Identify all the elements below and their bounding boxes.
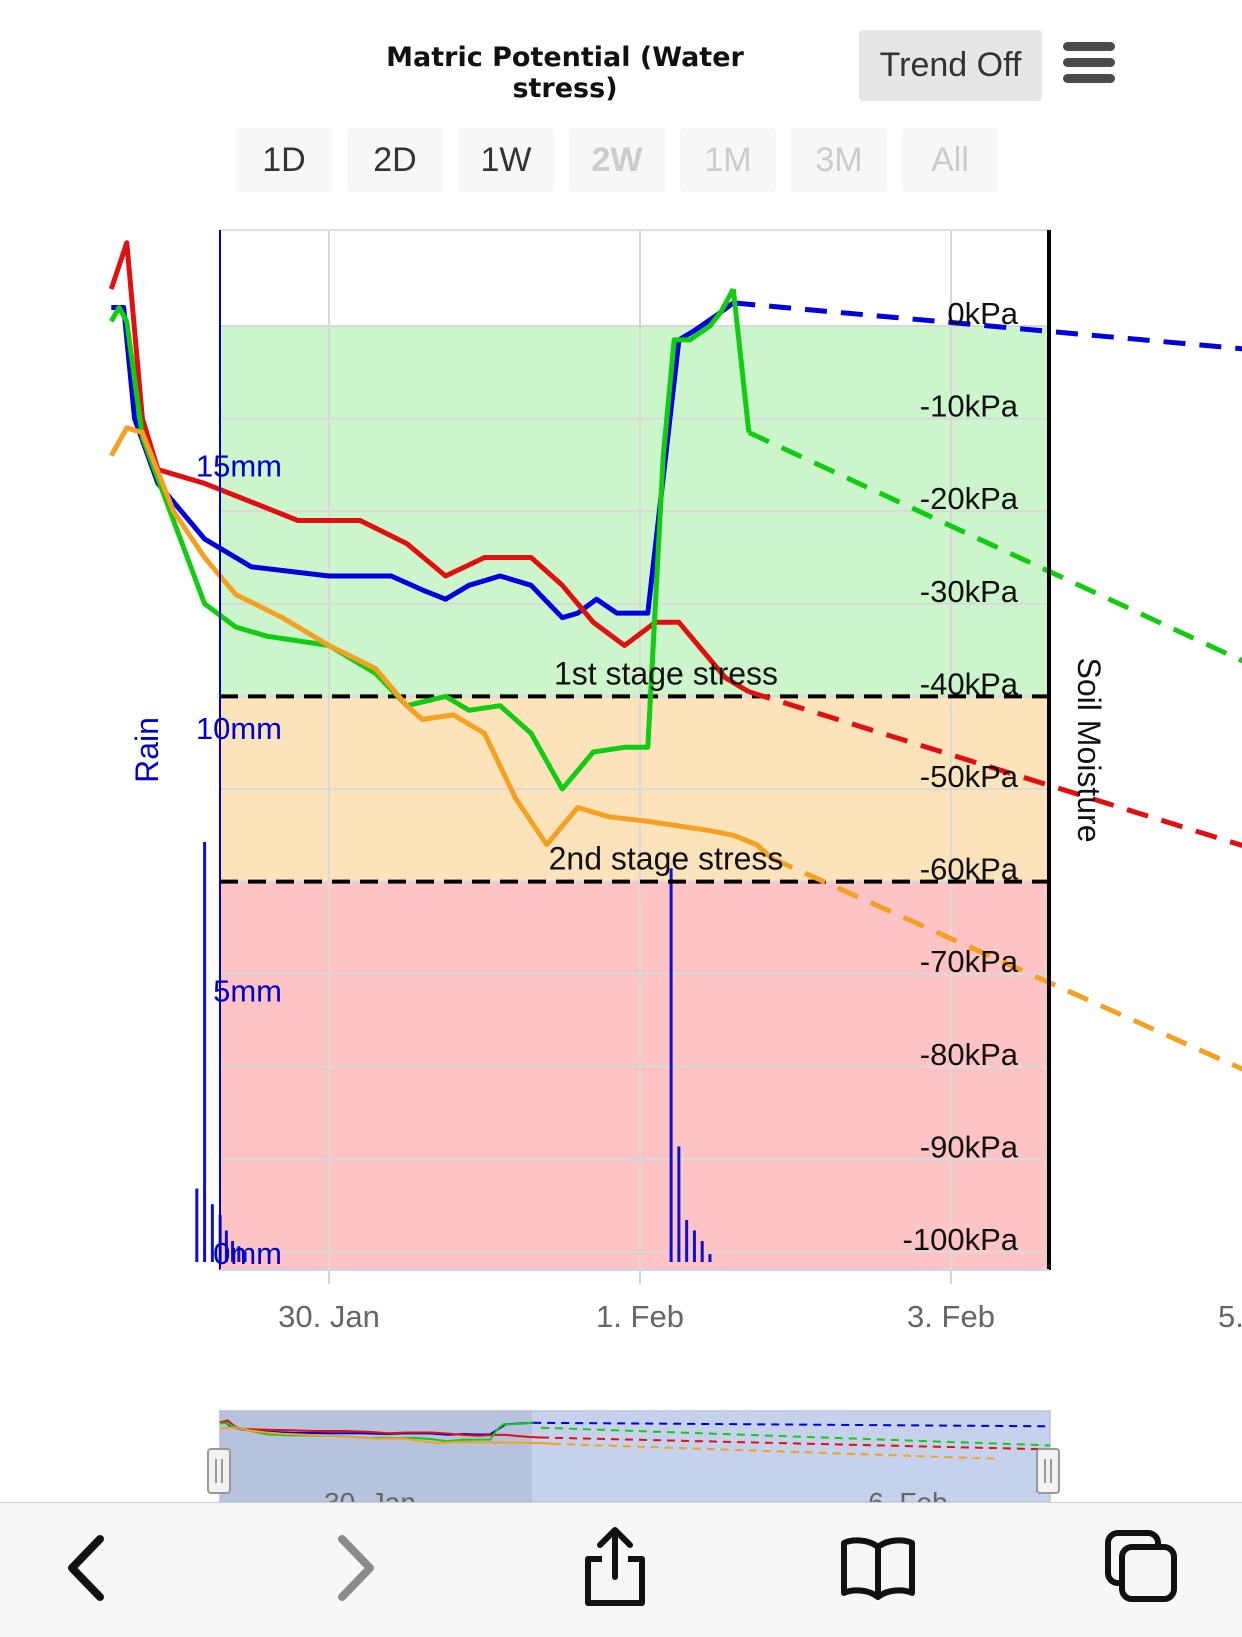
- rain-tick-label: 10mm: [196, 711, 282, 746]
- tabs-icon[interactable]: [1102, 1527, 1182, 1607]
- soil-moisture-tick-label: -80kPa: [920, 1037, 1019, 1072]
- rain-tick-label: 15mm: [196, 449, 282, 484]
- soil-moisture-tick-label: -100kPa: [903, 1222, 1019, 1257]
- navigator-label: 6. Feb: [868, 1487, 947, 1502]
- trend-line-green: [747, 430, 1242, 664]
- second-stage-stress-label: 2nd stage stress: [549, 841, 784, 877]
- soil-moisture-axis-title: Soil Moisture: [1071, 658, 1107, 843]
- range-button-1d[interactable]: 1D: [236, 128, 332, 192]
- navigator-shaded-region: [220, 1411, 532, 1502]
- chart-title: Matric Potential (Water stress): [386, 42, 744, 104]
- trend-line-orange: [771, 856, 1242, 1072]
- rain-bar: [210, 1204, 214, 1262]
- rain-bar: [237, 1246, 241, 1262]
- navigator-trend-line: [552, 1442, 996, 1460]
- hamburger-menu-icon[interactable]: [1063, 42, 1115, 84]
- rain-bar: [692, 1230, 696, 1262]
- range-button-2w[interactable]: 2W: [569, 128, 665, 192]
- navigator-trend-line: [533, 1421, 1051, 1428]
- navigator-trend-line: [540, 1426, 1051, 1447]
- rain-axis-title: Rain: [129, 717, 165, 783]
- navigator-trend-line: [540, 1436, 1051, 1451]
- trend-toggle-button[interactable]: Trend Off: [859, 30, 1042, 101]
- navigator-series-line: [219, 1426, 553, 1445]
- rain-tick-label: 0mm: [213, 1236, 282, 1271]
- plot-background: [220, 230, 1049, 326]
- soil-moisture-tick-label: -50kPa: [920, 759, 1019, 794]
- rain-bar: [224, 1230, 228, 1262]
- bookmarks-book-icon[interactable]: [838, 1533, 918, 1603]
- range-button-1w[interactable]: 1W: [458, 128, 554, 192]
- x-tick-label: 3. Feb: [907, 1299, 995, 1334]
- rain-bar: [669, 868, 673, 1262]
- rain-bar: [700, 1241, 704, 1262]
- rain-bar: [243, 1251, 247, 1262]
- range-button-all[interactable]: All: [902, 128, 998, 192]
- soil-moisture-tick-label: -70kPa: [920, 944, 1019, 979]
- stress-band: [220, 881, 1049, 1270]
- share-icon[interactable]: [580, 1525, 650, 1609]
- x-tick-label: 30. Jan: [278, 1299, 380, 1334]
- rain-bar: [231, 1241, 235, 1262]
- range-button-2d[interactable]: 2D: [347, 128, 443, 192]
- soil-moisture-tick-label: -90kPa: [920, 1129, 1019, 1164]
- rain-bar: [677, 1146, 681, 1262]
- soil-moisture-tick-label: -60kPa: [920, 852, 1019, 887]
- range-navigator[interactable]: 30. Jan 6. Feb: [0, 0, 1242, 1502]
- forward-chevron-icon[interactable]: [330, 1531, 380, 1605]
- series-line-red: [108, 240, 751, 694]
- series-line-green: [730, 288, 752, 433]
- rain-bar: [708, 1254, 712, 1262]
- rain-bar: [203, 842, 207, 1262]
- series-line-green: [109, 287, 736, 792]
- navigator-right-handle[interactable]: [1036, 1448, 1060, 1494]
- range-button-1m[interactable]: 1M: [680, 128, 776, 192]
- rain-bar: [685, 1220, 689, 1262]
- soil-moisture-tick-label: -30kPa: [920, 574, 1019, 609]
- rain-tick-label: 5mm: [213, 974, 282, 1009]
- soil-moisture-tick-label: 0kPa: [947, 296, 1018, 331]
- first-stage-stress-label: 1st stage stress: [554, 655, 778, 691]
- range-button-3m[interactable]: 3M: [791, 128, 887, 192]
- rain-bar: [195, 1188, 199, 1262]
- navigator-left-handle[interactable]: [207, 1448, 231, 1494]
- navigator-label: 30. Jan: [324, 1487, 416, 1502]
- browser-toolbar: [0, 1502, 1242, 1637]
- soil-moisture-tick-label: -10kPa: [920, 389, 1019, 424]
- chart-plot[interactable]: 0kPa -10kPa -20kPa -30kPa -40kPa -50kPa -60kPa…: [0, 0, 1242, 1400]
- soil-moisture-tick-label: -40kPa: [920, 666, 1019, 701]
- soil-moisture-tick-label: -20kPa: [920, 481, 1019, 516]
- x-tick-label: 1. Feb: [596, 1299, 684, 1334]
- series-line-orange: [109, 425, 774, 861]
- x-tick-label: 5. Feb: [1218, 1299, 1242, 1334]
- back-chevron-icon[interactable]: [62, 1531, 112, 1605]
